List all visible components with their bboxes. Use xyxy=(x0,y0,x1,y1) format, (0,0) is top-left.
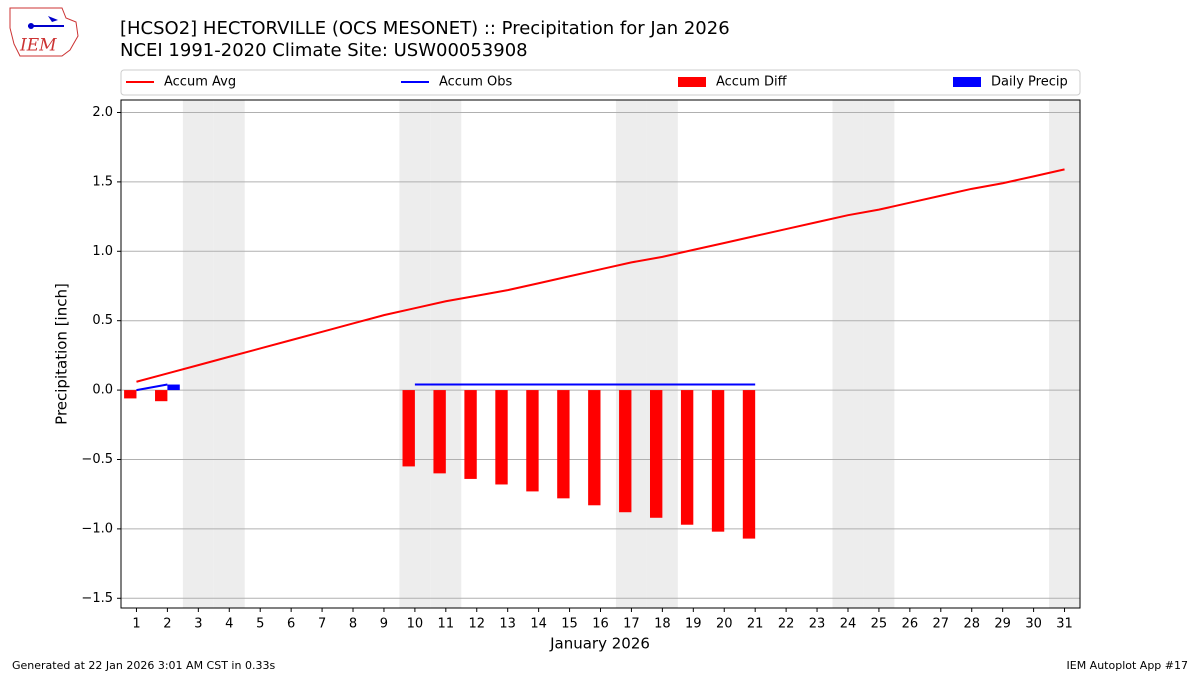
line-series xyxy=(136,383,756,392)
logo-text: IEM xyxy=(19,36,57,56)
x-tick-label: 26 xyxy=(902,617,919,632)
legend-label: Accum Diff xyxy=(716,75,788,90)
bar xyxy=(649,390,663,518)
x-tick-label: 31 xyxy=(1056,617,1073,632)
legend-label: Accum Obs xyxy=(439,75,512,90)
legend-label: Daily Precip xyxy=(991,75,1068,90)
bar xyxy=(742,390,756,539)
y-axis-label: Precipitation [inch] xyxy=(53,283,71,425)
chart-subtitle: NCEI 1991-2020 Climate Site: USW00053908 xyxy=(120,40,528,61)
y-tick-label: −1.0 xyxy=(81,521,113,536)
x-tick-label: 21 xyxy=(747,617,764,632)
bar xyxy=(526,390,539,492)
y-tick-label: 2.0 xyxy=(92,105,113,120)
y-tick-label: 1.5 xyxy=(92,174,113,189)
legend-swatch xyxy=(953,77,981,87)
bar xyxy=(680,390,694,525)
x-axis-label: January 2026 xyxy=(549,635,650,653)
legend-label: Accum Avg xyxy=(164,75,236,90)
bar xyxy=(464,390,477,479)
line-series xyxy=(136,168,1065,383)
bar xyxy=(557,390,570,499)
bar xyxy=(155,390,168,402)
x-tick-label: 27 xyxy=(933,617,950,632)
bar xyxy=(124,390,137,399)
weekend-shade xyxy=(863,100,895,608)
bar xyxy=(711,390,725,532)
chart-title: [HCSO2] HECTORVILLE (OCS MESONET) :: Pre… xyxy=(120,18,730,39)
bar xyxy=(619,390,632,513)
legend xyxy=(120,69,1081,96)
weekend-shade xyxy=(1049,100,1080,608)
x-tick-label: 9 xyxy=(380,617,388,632)
x-tick-label: 10 xyxy=(407,617,424,632)
bar xyxy=(433,390,446,474)
x-tick-label: 22 xyxy=(778,617,795,632)
weekend-shade xyxy=(832,100,864,608)
x-tick-label: 11 xyxy=(438,617,455,632)
footer-left: Generated at 22 Jan 2026 3:01 AM CST in … xyxy=(12,659,275,672)
x-tick-label: 2 xyxy=(163,617,171,632)
weekend-shade xyxy=(399,100,431,608)
x-tick-label: 19 xyxy=(685,617,702,632)
logo: IEM xyxy=(9,7,79,57)
weekend-shade xyxy=(430,100,462,608)
y-tick-label: 1.0 xyxy=(92,244,113,259)
weekend-shade xyxy=(615,100,647,608)
x-tick-label: 20 xyxy=(716,617,733,632)
x-tick-label: 17 xyxy=(623,617,640,632)
x-tick-label: 8 xyxy=(349,617,357,632)
x-tick-label: 5 xyxy=(256,617,264,632)
x-tick-label: 15 xyxy=(561,617,578,632)
y-tick-label: 0.0 xyxy=(92,383,113,398)
x-tick-label: 29 xyxy=(994,617,1011,632)
bar xyxy=(588,390,601,506)
bar xyxy=(495,390,508,485)
x-tick-label: 16 xyxy=(592,617,609,632)
x-tick-label: 6 xyxy=(287,617,295,632)
x-tick-label: 1 xyxy=(132,617,140,632)
legend-swatch xyxy=(678,77,706,87)
x-tick-label: 7 xyxy=(318,617,326,632)
x-tick-label: 12 xyxy=(468,617,485,632)
bar xyxy=(167,384,180,391)
weekend-shade xyxy=(182,100,214,608)
bar xyxy=(402,390,415,467)
x-tick-label: 24 xyxy=(840,617,857,632)
footer-right: IEM Autoplot App #17 xyxy=(1067,659,1189,672)
weekend-shade xyxy=(646,100,678,608)
plot-frame xyxy=(120,99,1081,609)
x-tick-label: 14 xyxy=(530,617,547,632)
x-tick-label: 4 xyxy=(225,617,233,632)
y-tick-label: 0.5 xyxy=(92,313,113,328)
y-tick-label: −0.5 xyxy=(81,452,113,467)
y-tick-label: −1.5 xyxy=(81,591,113,606)
x-tick-label: 23 xyxy=(809,617,826,632)
x-tick-label: 30 xyxy=(1025,617,1042,632)
x-tick-label: 13 xyxy=(499,617,516,632)
x-tick-label: 3 xyxy=(194,617,202,632)
x-tick-label: 25 xyxy=(871,617,888,632)
x-tick-label: 18 xyxy=(654,617,671,632)
x-tick-label: 28 xyxy=(963,617,980,632)
